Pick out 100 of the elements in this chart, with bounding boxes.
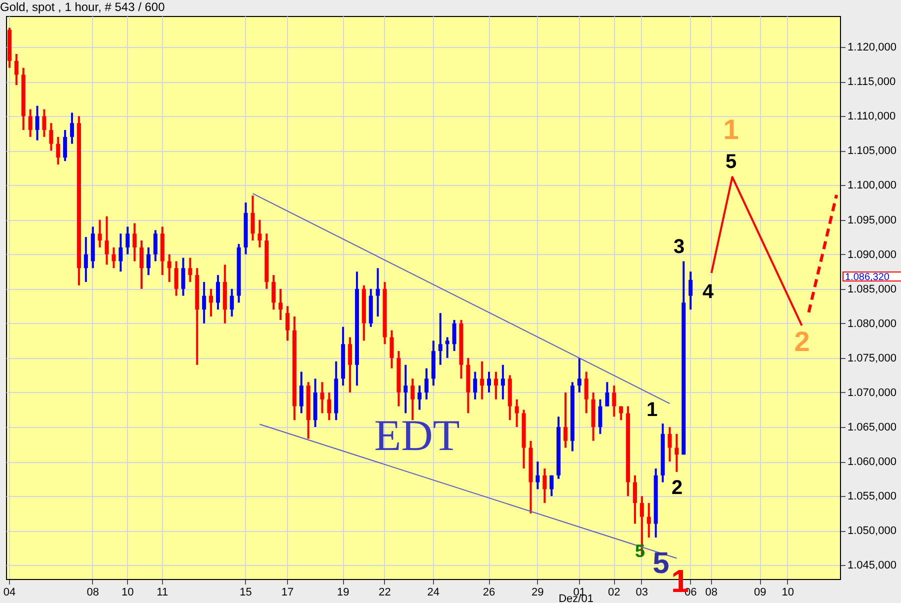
candlestick [376, 267, 380, 318]
x-tick-label: 26 [482, 586, 496, 598]
candlestick [320, 381, 324, 414]
candlestick [112, 246, 116, 270]
x-tick-label: 04 [3, 586, 16, 598]
candlestick [140, 240, 144, 290]
annotation: 2 [794, 326, 810, 357]
x-tick-label: 24 [427, 586, 440, 598]
candlestick [584, 370, 588, 414]
candlestick [258, 218, 262, 248]
candlestick [348, 336, 352, 394]
x-tick-label: 19 [336, 586, 350, 598]
candlestick [550, 474, 554, 498]
y-tick-label: 1.055,000 [848, 490, 896, 503]
text: 1.086,320 [845, 272, 890, 283]
candlestick [404, 364, 408, 414]
candlestick [230, 288, 234, 318]
candlestick [70, 112, 74, 145]
candlestick [216, 274, 220, 311]
annotation: 2 [671, 477, 683, 499]
chart-title: Gold, spot , 1 hour, # 543 / 600 [0, 0, 166, 14]
y-tick-label: 1.045,000 [848, 560, 896, 572]
candlestick [209, 288, 214, 318]
candlestick [278, 288, 283, 321]
candlestick [35, 104, 40, 142]
y-tick-label: 1.105,000 [848, 145, 896, 158]
candlestick [619, 405, 624, 422]
y-tick-label: 1.080,000 [848, 318, 896, 330]
candlestick [514, 398, 519, 428]
candlestick [487, 370, 492, 394]
candlestick [146, 246, 150, 276]
candlestick [577, 356, 582, 394]
candlestick [688, 270, 693, 311]
candlestick [563, 391, 568, 449]
candlestick [14, 52, 18, 86]
x-tick-label: 08 [86, 586, 99, 598]
x-tick-label: 10 [122, 586, 134, 598]
y-tick-label: 1.070,000 [848, 386, 896, 399]
candlestick [473, 370, 478, 400]
candlestick [42, 108, 46, 138]
candlestick [299, 370, 304, 414]
candlestick [445, 336, 450, 359]
candlestick [181, 256, 186, 297]
candlestick [480, 360, 484, 400]
candlestick [167, 253, 172, 283]
candlestick [674, 432, 679, 473]
y-tick-label: 1.065,000 [848, 422, 896, 434]
candlestick [418, 384, 422, 411]
candlestick [438, 312, 442, 366]
candlestick [188, 256, 192, 283]
annotation: 3 [673, 236, 685, 258]
candlestick [410, 378, 415, 422]
candlestick [536, 460, 540, 490]
annotation: EDT [374, 411, 460, 460]
y-tick-label: 1.110,000 [848, 110, 896, 123]
candlestick [452, 318, 456, 352]
candlestick [542, 467, 547, 504]
candlestick [632, 474, 637, 525]
candlestick [49, 122, 54, 152]
y-tick-label: 1.120,000 [848, 42, 896, 54]
candlestick [598, 398, 602, 435]
candlestick [668, 426, 672, 463]
annotation: 1 [646, 399, 658, 421]
y-tick-label: 1.085,000 [848, 283, 896, 296]
candlestick [28, 108, 32, 138]
candlestick [84, 236, 88, 283]
x-tick-label: 15 [240, 586, 252, 598]
candlestick [104, 215, 109, 266]
x-tick-label: 09 [754, 586, 766, 598]
candlestick [153, 229, 158, 262]
y-tick-label: 1.075,000 [848, 352, 896, 364]
x-tick-label: 03 [636, 586, 648, 598]
x-tick-label: 22 [378, 586, 391, 598]
candlestick [424, 367, 428, 400]
y-tick-label: 1.100,000 [848, 180, 896, 192]
candlestick [646, 502, 651, 539]
x-tick-label: 08 [705, 586, 718, 598]
candlestick [390, 329, 394, 370]
candlestick [272, 274, 276, 311]
x-tick-label: 02 [608, 586, 620, 598]
x-tick-label: 17 [281, 586, 294, 598]
candlestick [202, 280, 206, 324]
y-tick-label: 1.115,000 [848, 76, 896, 88]
annotation: 1 [723, 114, 739, 145]
candlestick [98, 218, 102, 248]
x-tick-label: 11 [156, 586, 168, 598]
candlestick [500, 364, 505, 400]
candlestick [132, 222, 137, 262]
x-tick-label: 10 [782, 586, 794, 598]
candlestick [494, 370, 498, 400]
annotation: 5 [634, 541, 646, 561]
candlestick [174, 260, 178, 297]
annotation: 4 [702, 281, 714, 303]
candlestick [605, 381, 610, 408]
candlestick [285, 305, 290, 342]
candlestick [56, 136, 60, 166]
candlestick [118, 232, 123, 273]
candlestick [327, 391, 332, 422]
candlestick [126, 226, 130, 256]
annotation: 5 [725, 151, 737, 173]
